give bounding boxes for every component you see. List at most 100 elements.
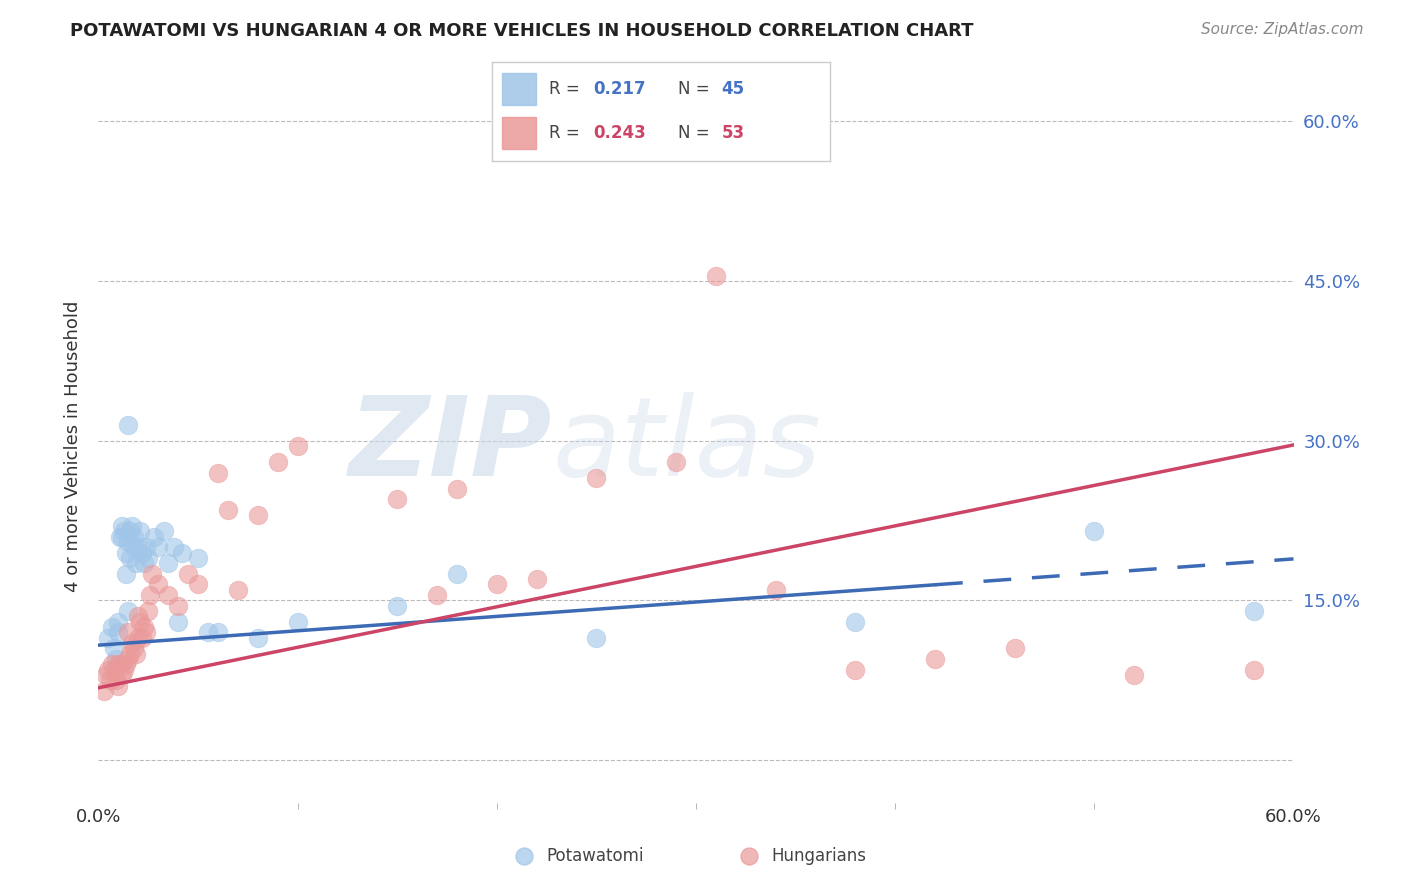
Point (97, 631, 120, 645)
Point (111, 529, 134, 543)
Point (207, 625, 229, 640)
Point (121, 519, 143, 533)
Point (131, 545, 153, 559)
Point (124, 529, 146, 543)
Point (135, 625, 157, 640)
Point (120, 524, 142, 539)
Point (124, 540, 146, 554)
Point (246, 631, 269, 645)
Point (267, 455, 290, 469)
Point (1243, 604, 1265, 618)
Point (105, 652, 128, 666)
Point (135, 540, 157, 554)
Point (117, 417, 139, 432)
Point (148, 540, 170, 554)
Point (217, 503, 239, 517)
Point (157, 556, 180, 570)
Point (141, 566, 163, 581)
Point (125, 556, 148, 570)
Point (226, 582, 249, 597)
Point (100, 673, 122, 688)
Point (172, 545, 194, 559)
Text: Potawatomi: Potawatomi (546, 847, 644, 865)
Point (1123, 668, 1146, 682)
Point (385, 599, 409, 613)
Point (585, 631, 607, 645)
Point (704, 268, 727, 283)
Point (765, 582, 787, 597)
Bar (502, 73, 536, 104)
Point (129, 615, 152, 629)
Point (385, 492, 409, 507)
Point (93, 684, 115, 698)
Point (107, 679, 129, 693)
Point (287, 439, 309, 453)
Text: 0.217: 0.217 (593, 80, 645, 98)
Point (737, 849, 759, 863)
Text: 0.243: 0.243 (593, 124, 647, 142)
Point (1004, 641, 1026, 656)
Point (129, 524, 152, 539)
Point (127, 609, 149, 624)
Text: N =: N = (678, 124, 714, 142)
Point (167, 615, 190, 629)
Point (585, 471, 607, 485)
Point (157, 588, 180, 602)
Point (117, 604, 139, 618)
Text: R =: R = (550, 124, 585, 142)
Point (127, 631, 149, 645)
Point (187, 577, 209, 591)
Bar (502, 118, 536, 149)
Point (136, 604, 159, 618)
Point (512, 849, 534, 863)
Text: atlas: atlas (553, 392, 821, 500)
Point (115, 545, 138, 559)
Point (148, 577, 170, 591)
Point (112, 524, 135, 539)
Point (526, 572, 548, 586)
Point (197, 625, 219, 640)
Point (139, 588, 162, 602)
Point (177, 566, 200, 581)
Point (924, 652, 946, 666)
Point (107, 625, 129, 640)
Point (121, 636, 143, 650)
Point (124, 641, 146, 656)
Point (115, 566, 138, 581)
Point (103, 641, 125, 656)
Point (127, 540, 149, 554)
Point (446, 566, 468, 581)
Point (101, 620, 124, 634)
Point (115, 657, 138, 672)
Point (117, 652, 139, 666)
Text: POTAWATOMI VS HUNGARIAN 4 OR MORE VEHICLES IN HOUSEHOLD CORRELATION CHART: POTAWATOMI VS HUNGARIAN 4 OR MORE VEHICL… (70, 22, 974, 40)
Point (111, 519, 134, 533)
Point (163, 540, 186, 554)
Point (105, 673, 128, 688)
Point (120, 550, 142, 565)
Point (120, 647, 142, 661)
Text: Hungarians: Hungarians (770, 847, 866, 865)
Point (1243, 663, 1265, 677)
Point (111, 668, 134, 682)
Point (96, 668, 118, 682)
Point (426, 588, 449, 602)
Point (103, 663, 125, 677)
Point (207, 466, 229, 480)
Point (665, 455, 688, 469)
Point (136, 550, 159, 565)
Text: 53: 53 (721, 124, 745, 142)
Point (125, 647, 148, 661)
Point (187, 550, 209, 565)
Y-axis label: 4 or more Vehicles in Household: 4 or more Vehicles in Household (65, 301, 83, 591)
Point (844, 615, 866, 629)
Point (1083, 524, 1105, 539)
Point (287, 615, 309, 629)
Point (107, 615, 129, 629)
Point (107, 657, 129, 672)
Point (101, 657, 124, 672)
Point (117, 534, 139, 549)
Text: Source: ZipAtlas.com: Source: ZipAtlas.com (1201, 22, 1364, 37)
Point (485, 577, 508, 591)
Point (110, 657, 132, 672)
